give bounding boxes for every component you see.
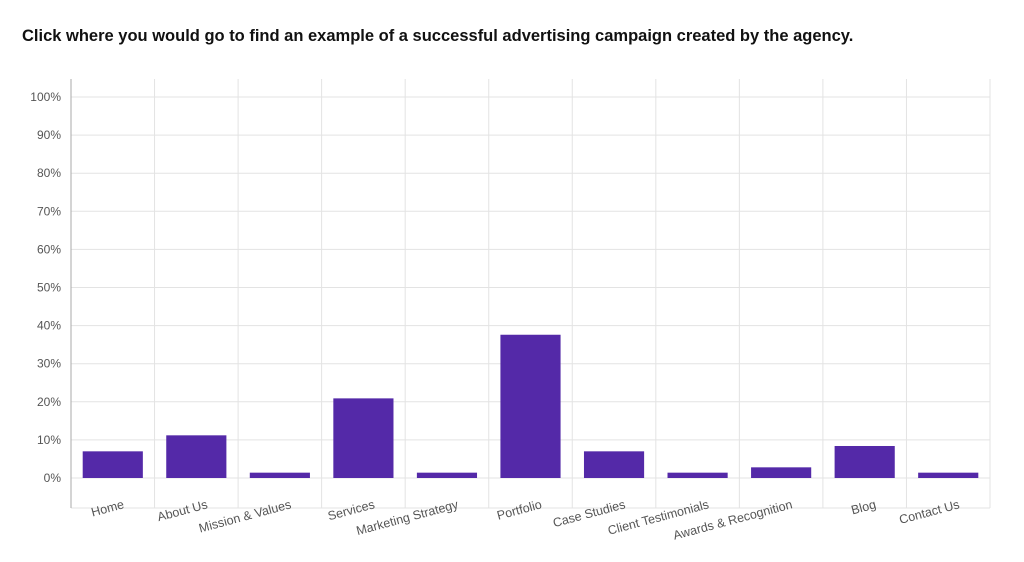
y-tick-label: 0%	[44, 471, 62, 485]
bar	[583, 451, 645, 478]
y-tick-label: 10%	[37, 433, 61, 447]
x-tick-label: Contact Us	[898, 497, 961, 527]
bar	[918, 472, 979, 478]
bar	[166, 435, 227, 478]
x-tick-label: Blog	[850, 497, 878, 517]
y-tick-label: 100%	[30, 90, 61, 104]
x-tick-label: Portfolio	[495, 497, 543, 522]
bar	[333, 398, 394, 478]
y-tick-label: 20%	[37, 395, 61, 409]
chart-bars	[82, 334, 979, 478]
bar	[416, 472, 478, 478]
x-tick-label: Home	[90, 497, 126, 519]
x-tick-label: Mission & Values	[197, 497, 292, 535]
bar	[82, 451, 143, 478]
y-tick-label: 70%	[37, 204, 61, 218]
bar	[834, 445, 895, 478]
y-axis-ticks: 0% 10% 20% 30% 40% 50% 60% 70% 80% 90% 100%	[30, 90, 61, 485]
y-tick-label: 80%	[37, 166, 61, 180]
y-tick-label: 30%	[37, 357, 61, 371]
y-tick-label: 90%	[37, 128, 61, 142]
bar	[249, 472, 310, 478]
y-tick-label: 50%	[37, 281, 61, 295]
bar	[667, 472, 728, 478]
bar	[500, 334, 561, 478]
x-tick-label: Services	[326, 497, 376, 523]
y-tick-label: 40%	[37, 319, 61, 333]
bar	[751, 467, 812, 478]
question-title: Click where you would go to find an exam…	[22, 27, 854, 45]
y-tick-label: 60%	[37, 242, 61, 256]
